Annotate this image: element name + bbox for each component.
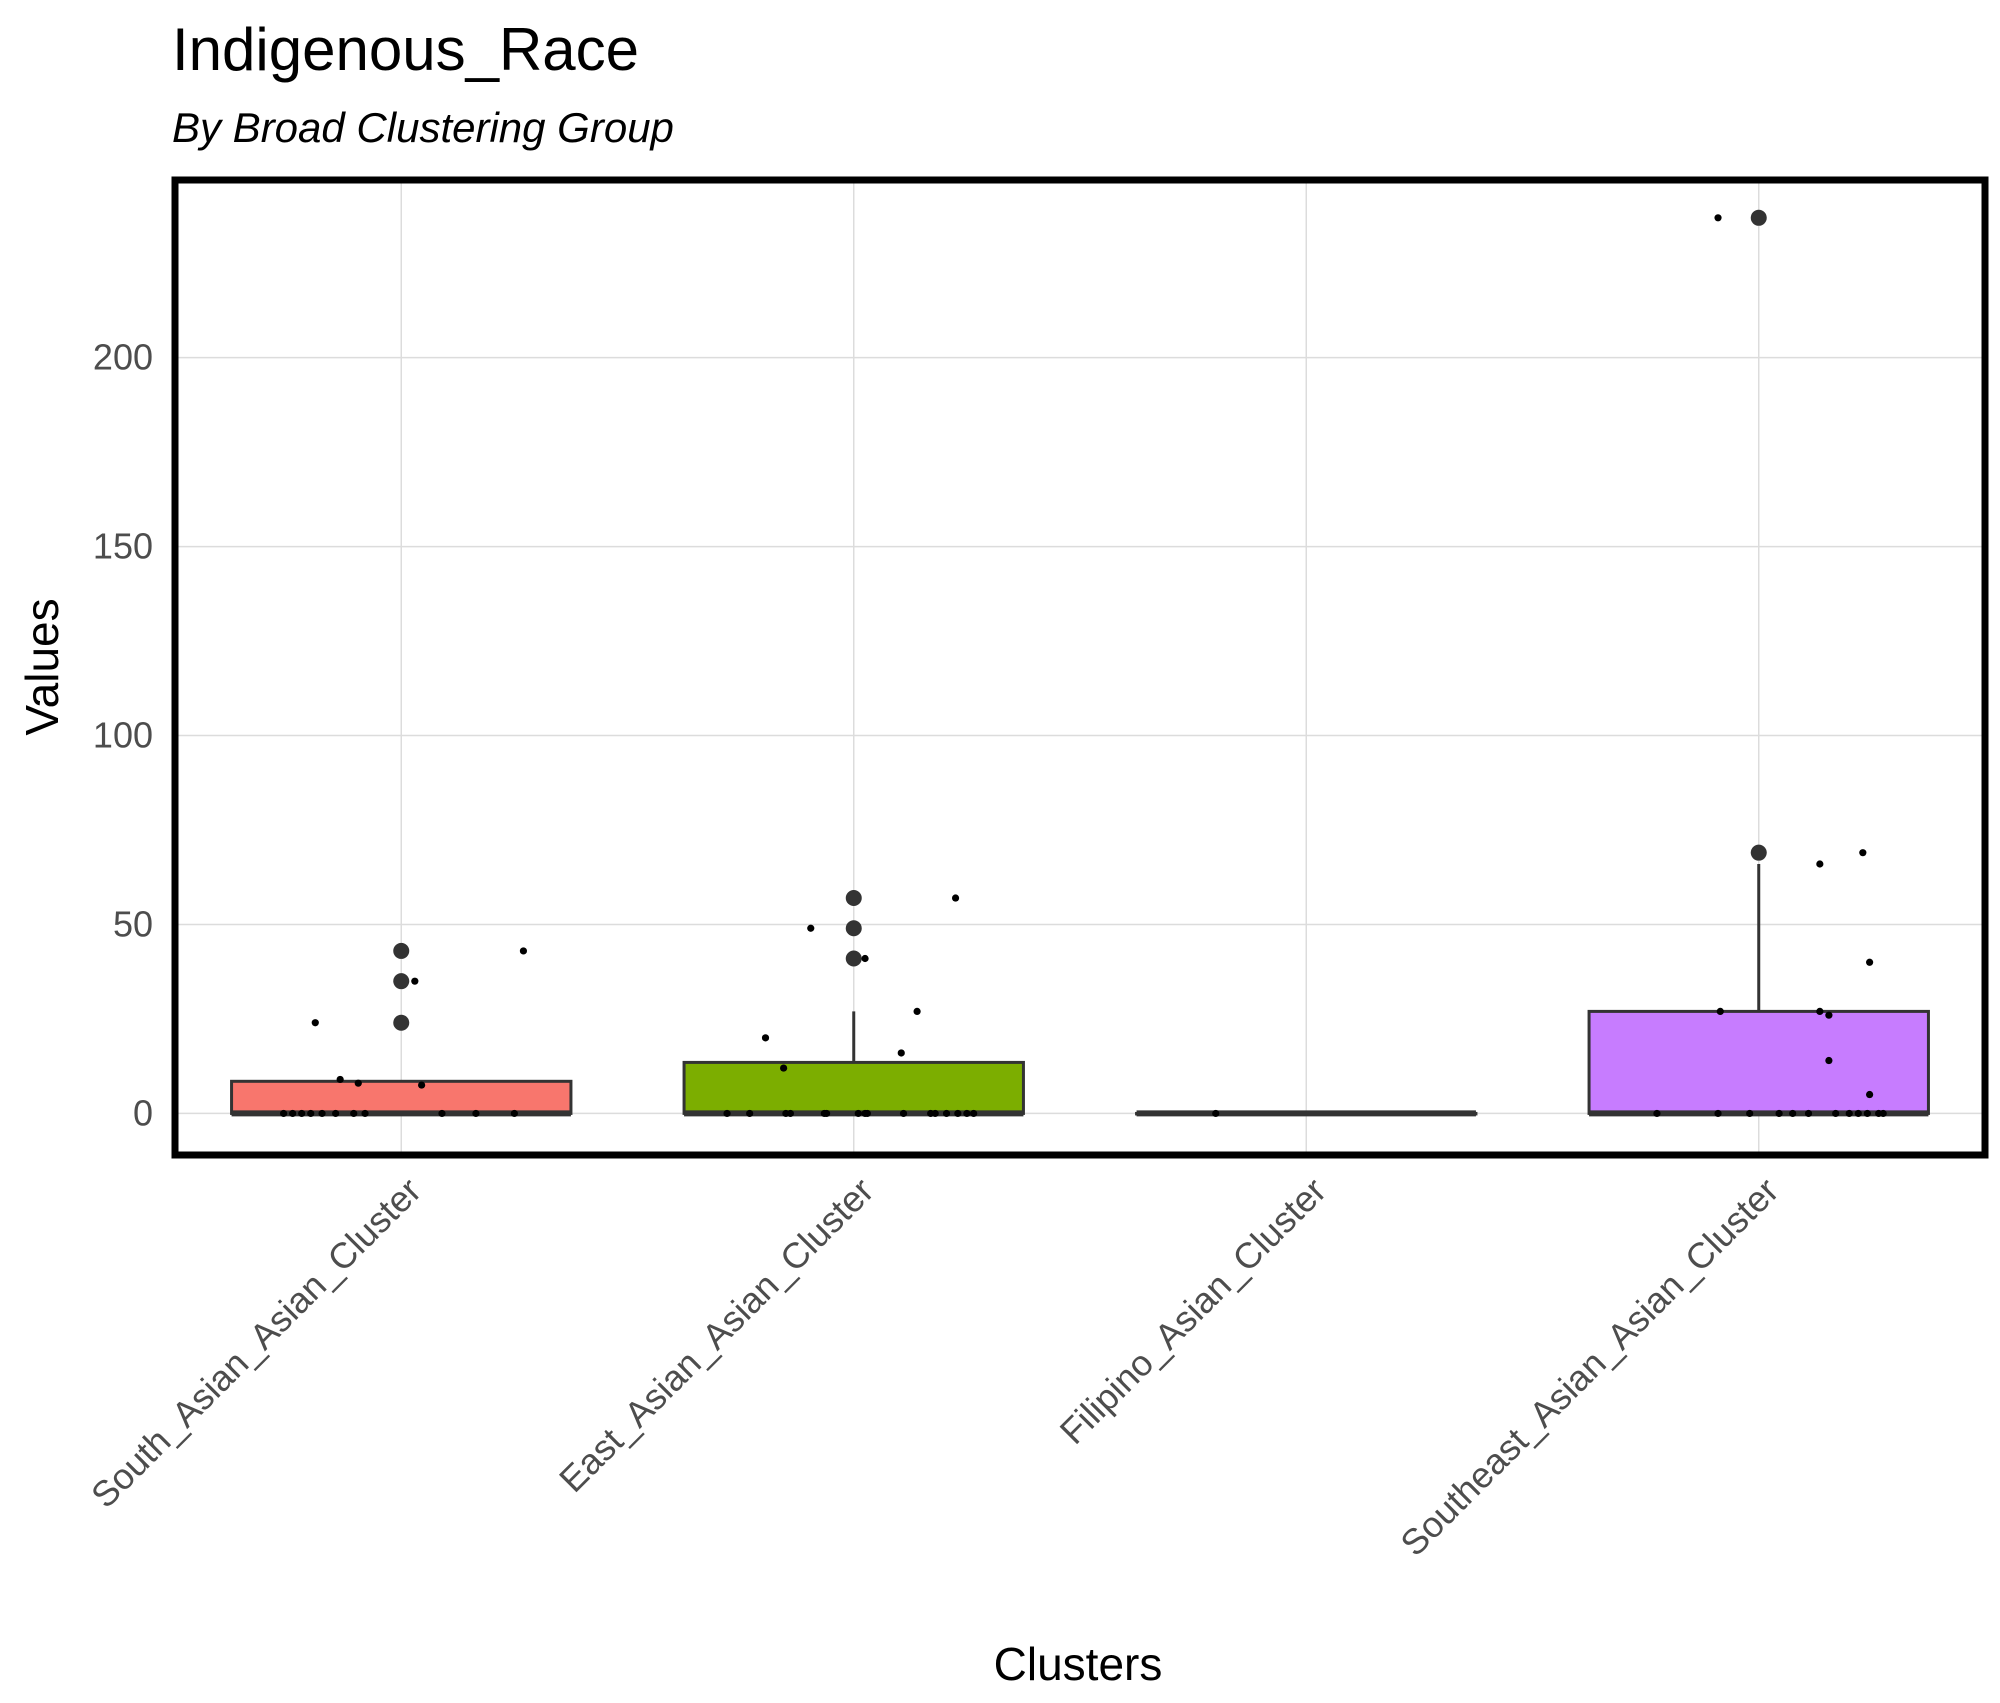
data-point-1-11: [931, 1109, 939, 1118]
data-point-3-16: [1825, 1011, 1833, 1019]
data-point-1-19: [861, 954, 869, 963]
chart-title: Indigenous_Race: [172, 16, 639, 83]
chart-subtitle: By Broad Clustering Group: [172, 104, 674, 151]
data-point-3-7: [1845, 1109, 1853, 1118]
data-point-3-3: [1775, 1109, 1783, 1118]
plot-border: [171, 176, 1989, 1159]
data-point-0-13: [354, 1079, 362, 1087]
data-point-1-3: [786, 1109, 795, 1118]
data-point-0-9: [472, 1109, 480, 1118]
y-axis-title: Values: [16, 598, 68, 735]
data-point-0-7: [361, 1109, 369, 1118]
data-point-3-0: [1653, 1109, 1661, 1118]
outlier-3-0: [1750, 209, 1767, 226]
data-point-0-15: [411, 977, 419, 985]
data-point-1-6: [854, 1109, 862, 1118]
y-tick-label-2: 100: [93, 715, 153, 756]
data-point-3-2: [1746, 1109, 1754, 1118]
data-point-1-16: [761, 1034, 770, 1042]
point-layer: [280, 209, 1887, 1118]
y-axis-ticks: 0 50 100 150 200: [93, 337, 153, 1134]
outlier-0-1: [393, 973, 410, 990]
outlier-0-0: [393, 942, 410, 959]
data-point-1-9: [899, 1109, 908, 1118]
data-point-3-5: [1804, 1109, 1813, 1118]
data-point-1-17: [780, 1064, 788, 1072]
x-tick-label-1: East_Asian_Asian_Cluster: [551, 1170, 881, 1500]
x-tick-label-0: South_Asian_Asian_Cluster: [83, 1170, 429, 1516]
outlier-0-2: [393, 1014, 410, 1031]
data-point-1-15: [970, 1109, 978, 1118]
data-point-0-10: [510, 1109, 518, 1118]
data-point-1-22: [951, 894, 960, 902]
data-point-0-8: [438, 1109, 446, 1118]
x-axis-ticks: South_Asian_Asian_Cluster East_Asian_Asia…: [83, 1170, 1786, 1564]
data-point-3-8: [1854, 1109, 1862, 1118]
data-point-0-6: [350, 1109, 358, 1118]
data-point-3-6: [1832, 1109, 1840, 1118]
data-point-3-9: [1863, 1109, 1871, 1118]
data-point-1-8: [863, 1109, 871, 1118]
outlier-3-1: [1750, 844, 1767, 861]
box-layer: [230, 864, 1930, 1117]
grid-layer: [175, 180, 1985, 1155]
data-point-0-1: [289, 1109, 297, 1118]
y-tick-label-3: 150: [93, 526, 153, 567]
data-point-0-4: [318, 1109, 326, 1118]
x-axis-title: Clusters: [994, 1638, 1163, 1690]
data-point-3-19: [1866, 958, 1874, 966]
y-tick-label-0: 0: [133, 1092, 153, 1133]
data-point-1-20: [897, 1049, 905, 1057]
data-point-3-4: [1789, 1109, 1797, 1118]
data-point-1-1: [746, 1109, 754, 1118]
data-point-1-0: [723, 1109, 731, 1118]
outlier-1-0: [845, 890, 862, 907]
data-point-3-13: [1714, 214, 1722, 222]
data-point-0-11: [311, 1019, 319, 1027]
outlier-1-2: [845, 950, 862, 967]
data-point-3-17: [1825, 1056, 1833, 1065]
data-point-2-0: [1212, 1109, 1220, 1118]
x-tick-label-3: Southeast_Asian_Asian_Cluster: [1392, 1170, 1786, 1564]
data-point-3-14: [1816, 860, 1824, 868]
data-point-3-12: [1716, 1007, 1724, 1015]
data-point-1-18: [807, 924, 815, 932]
data-point-1-13: [954, 1109, 962, 1118]
data-point-1-12: [942, 1109, 951, 1118]
outlier-1-1: [845, 920, 862, 937]
data-point-0-16: [519, 947, 528, 955]
y-tick-label-1: 50: [113, 903, 153, 944]
data-point-1-14: [963, 1109, 971, 1118]
y-tick-label-4: 200: [93, 337, 153, 378]
data-point-0-0: [280, 1109, 288, 1118]
box-1: [682, 1060, 1025, 1115]
data-point-0-5: [332, 1109, 340, 1118]
data-point-3-11: [1879, 1109, 1887, 1118]
data-point-0-3: [307, 1109, 315, 1118]
data-point-3-15: [1816, 1007, 1824, 1015]
box-3: [1587, 1009, 1930, 1115]
data-point-3-18: [1859, 849, 1867, 857]
data-point-0-14: [418, 1081, 426, 1089]
data-point-0-2: [298, 1109, 306, 1118]
x-tick-label-2: Filipino_Asian_Cluster: [1052, 1170, 1334, 1452]
data-point-3-20: [1866, 1090, 1874, 1099]
data-point-1-5: [823, 1109, 831, 1118]
box-0: [230, 1079, 573, 1115]
data-point-1-21: [913, 1007, 921, 1015]
data-point-0-12: [336, 1075, 344, 1084]
data-point-3-1: [1714, 1109, 1722, 1118]
